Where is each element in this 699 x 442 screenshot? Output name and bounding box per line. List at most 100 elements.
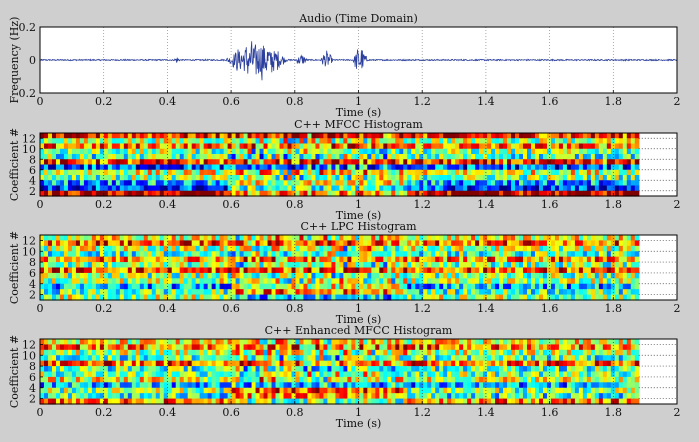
heatmap-cell (323, 360, 329, 367)
heatmap-cell (87, 267, 93, 274)
heatmap-cell (447, 148, 452, 155)
heatmap-cell (131, 180, 137, 187)
heatmap-cell (558, 164, 564, 171)
heatmap-cell (267, 283, 273, 290)
heatmap-cell (263, 154, 269, 160)
heatmap-cell (207, 355, 213, 362)
heatmap-cell (99, 138, 105, 145)
heatmap-cell (191, 294, 197, 301)
heatmap-cell (451, 289, 456, 296)
heatmap-cell (339, 143, 344, 150)
heatmap-cell (91, 159, 97, 166)
heatmap-cell (171, 376, 177, 383)
heatmap-cell (155, 154, 161, 160)
heatmap-cell (59, 262, 65, 269)
heatmap-cell (419, 371, 424, 378)
heatmap-cell (55, 143, 61, 150)
heatmap-cell (463, 360, 468, 367)
heatmap-cell (199, 283, 205, 290)
y-tick-label: 10 (22, 245, 36, 258)
heatmap-cell (487, 180, 492, 187)
heatmap-cell (423, 262, 428, 269)
heatmap-cell (211, 262, 217, 269)
heatmap-cell (99, 159, 105, 166)
heatmap-cell (554, 339, 560, 346)
heatmap-cell (215, 251, 221, 258)
heatmap-cell (231, 180, 237, 187)
heatmap-cell (115, 289, 121, 296)
heatmap-cell (527, 262, 532, 269)
heatmap-cell (311, 349, 317, 356)
heatmap-cell (83, 382, 89, 389)
heatmap-cell (411, 235, 416, 242)
y-tick-label: 8 (29, 256, 36, 269)
heatmap-cell (403, 148, 408, 155)
heatmap-cell (279, 133, 285, 139)
heatmap-cell (423, 371, 428, 378)
heatmap-cell (99, 289, 105, 296)
heatmap-cell (475, 148, 480, 155)
heatmap-cell (263, 344, 269, 351)
heatmap-cell (99, 133, 105, 139)
heatmap-cell (187, 133, 193, 139)
heatmap-cell (331, 256, 336, 263)
heatmap-cell (123, 267, 129, 274)
heatmap-cell (523, 256, 528, 263)
heatmap-cell (487, 240, 492, 247)
heatmap-cell (511, 289, 516, 296)
heatmap-cell (227, 366, 233, 373)
heatmap-cell (131, 256, 137, 263)
heatmap-cell (487, 169, 492, 176)
heatmap-cell (75, 175, 81, 181)
heatmap-cell (391, 169, 396, 176)
heatmap-cell (263, 349, 269, 356)
heatmap-cell (363, 159, 368, 166)
heatmap-cell (363, 154, 368, 160)
heatmap-cell (195, 240, 201, 247)
heatmap-cell (550, 262, 556, 269)
heatmap-cell (147, 159, 153, 166)
heatmap-cell (351, 294, 356, 301)
heatmap-cell (275, 251, 281, 258)
heatmap-cell (287, 245, 293, 252)
heatmap-cell (171, 180, 177, 187)
heatmap-cell (115, 148, 121, 155)
heatmap-cell (103, 256, 109, 263)
heatmap-cell (175, 294, 181, 301)
heatmap-cell (227, 175, 233, 181)
heatmap-cell (618, 366, 624, 373)
heatmap-cell (391, 371, 396, 378)
heatmap-cell (275, 235, 281, 242)
heatmap-cell (439, 371, 444, 378)
heatmap-cell (431, 148, 436, 155)
heatmap-cell (590, 164, 596, 171)
heatmap-cell (287, 169, 293, 176)
heatmap-cell (542, 185, 548, 192)
heatmap-cell (419, 289, 424, 296)
heatmap-cell (538, 344, 544, 351)
heatmap-cell (351, 245, 356, 252)
heatmap-cell (590, 267, 596, 274)
heatmap-cell (523, 376, 528, 383)
heatmap-cell (203, 240, 209, 247)
heatmap-cell (103, 169, 109, 176)
heatmap-cell (626, 175, 632, 181)
heatmap-cell (499, 371, 504, 378)
heatmap-cell (403, 349, 408, 356)
heatmap-cell (399, 245, 404, 252)
heatmap-cell (582, 344, 588, 351)
heatmap-cell (279, 159, 285, 166)
heatmap-cell (327, 349, 332, 356)
heatmap-cell (507, 371, 512, 378)
heatmap-cell (103, 344, 109, 351)
heatmap-cell (263, 355, 269, 362)
heatmap-cell (135, 154, 141, 160)
heatmap-cell (531, 190, 536, 197)
heatmap-cell (315, 159, 321, 166)
heatmap-cell (395, 245, 400, 252)
heatmap-cell (343, 240, 348, 247)
heatmap-cell (83, 185, 89, 192)
heatmap-cell (534, 289, 540, 296)
heatmap-cell (99, 360, 105, 367)
heatmap-cell (495, 360, 500, 367)
